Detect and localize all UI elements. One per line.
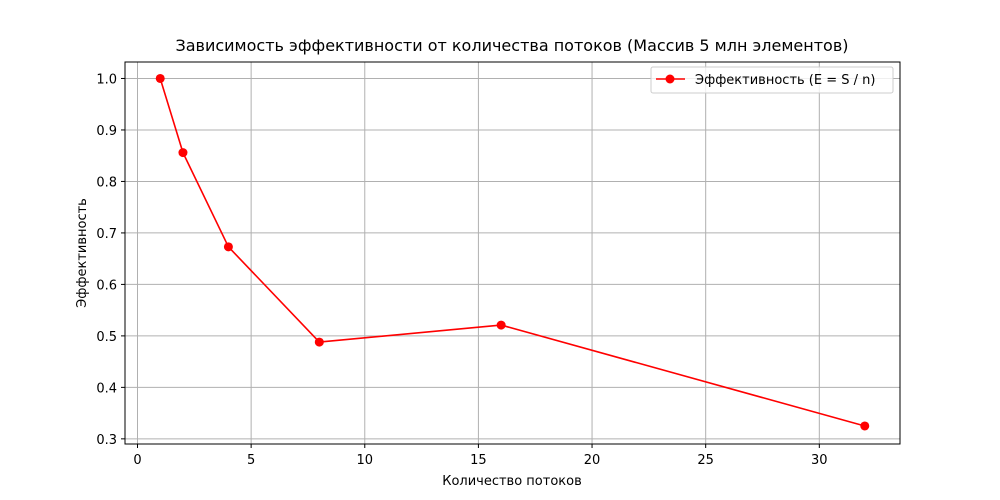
legend: Эффективность (E = S / n) [650, 66, 894, 94]
y-tick-label: 0.7 [96, 227, 117, 242]
chart-title: Зависимость эффективности от количества … [175, 36, 848, 55]
legend-marker [665, 74, 675, 84]
x-tick-label: 0 [133, 453, 141, 468]
x-axis-label: Количество потоков [442, 474, 582, 489]
y-tick-label: 0.4 [96, 381, 117, 396]
data-point [860, 421, 870, 431]
legend-box [650, 66, 894, 94]
grid [125, 62, 900, 444]
series-line [159, 78, 865, 427]
legend-label: Эффективность (E = S / n) [695, 73, 875, 88]
y-axis-label: Эффективность [75, 198, 90, 308]
y-tick-label: 1.0 [96, 72, 117, 87]
ticks: 0 5 10 15 20 25 30 0.3 0.4 0.5 0.6 0.7 0.8 0.9 1.0 [96, 72, 827, 468]
y-tick-label: 0.5 [96, 330, 117, 345]
y-tick-label: 0.6 [96, 278, 117, 293]
x-tick-label: 10 [356, 453, 373, 468]
x-tick-label: 25 [697, 453, 714, 468]
plot-frame [124, 61, 901, 445]
x-tick-label: 20 [584, 453, 601, 468]
data-point [155, 73, 165, 83]
x-tick-label: 15 [470, 453, 487, 468]
data-point [178, 148, 188, 158]
data-point [496, 320, 506, 330]
y-tick-label: 0.9 [96, 124, 117, 139]
data-point [314, 337, 324, 347]
x-tick-label: 30 [811, 453, 828, 468]
series-layer [155, 73, 870, 431]
x-tick-label: 5 [247, 453, 255, 468]
y-tick-label: 0.8 [96, 175, 117, 190]
data-point [223, 242, 233, 252]
y-tick-label: 0.3 [96, 433, 117, 448]
